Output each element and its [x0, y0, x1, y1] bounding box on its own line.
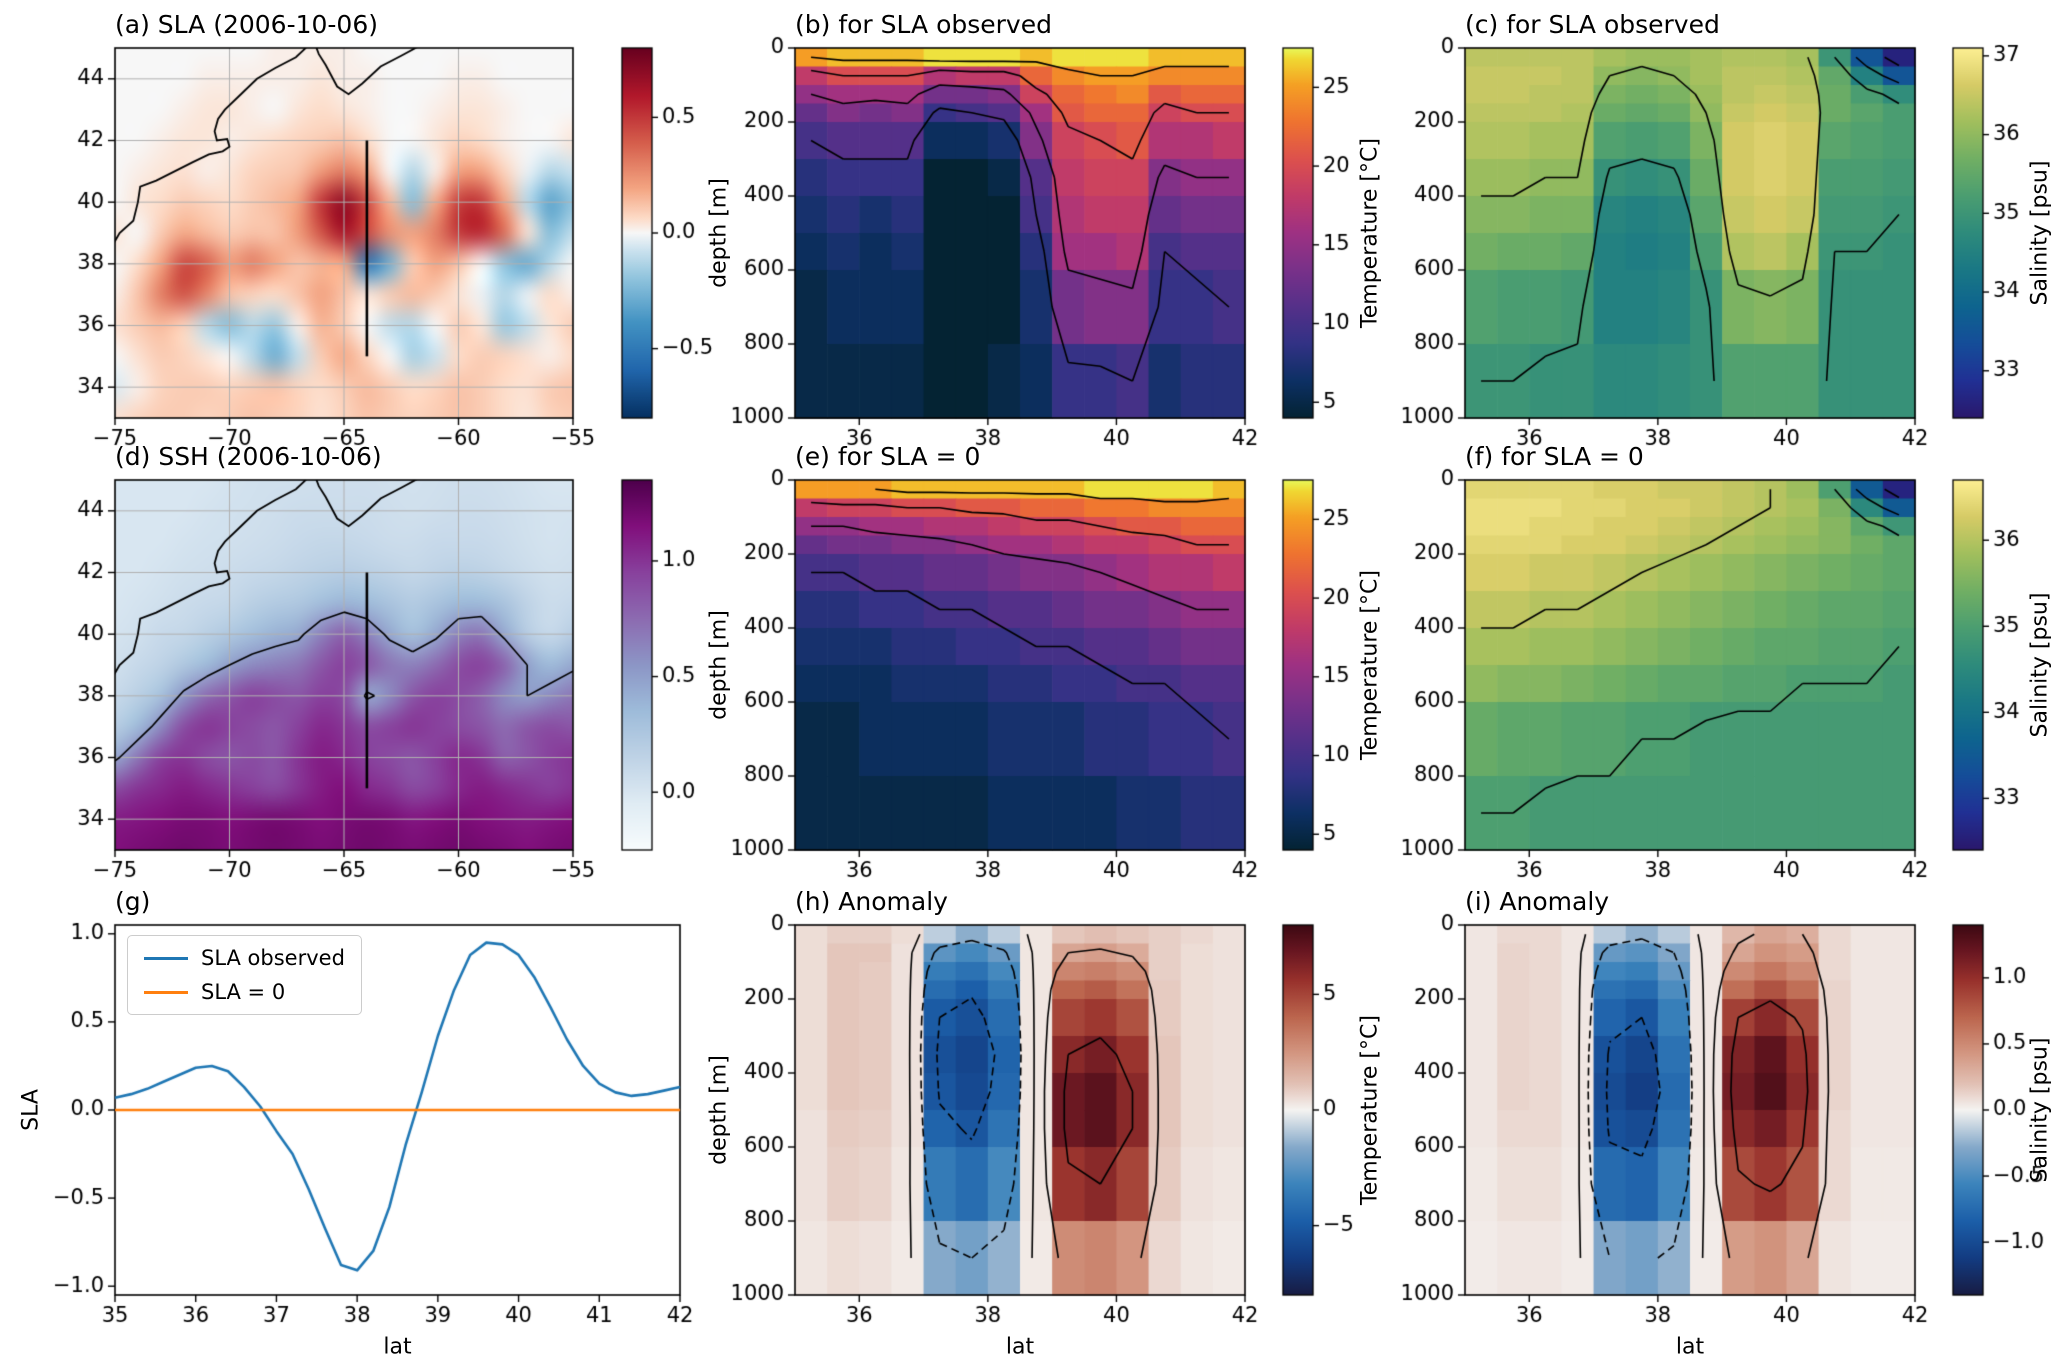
panel-h-colorbar-label: Temperature [°C]	[1357, 1015, 1383, 1205]
panel-h-title: (h) Anomaly	[795, 887, 948, 916]
panel-b-colorbar-label: Temperature [°C]	[1357, 138, 1383, 328]
legend-label: SLA = 0	[201, 980, 286, 1004]
sla-zero-line-swatch	[144, 990, 188, 994]
panel-g-xlabel: lat	[383, 1334, 412, 1360]
panel-b-ylabel: depth [m]	[706, 178, 732, 288]
panel-c-colorbar-label: Salinity [psu]	[2027, 160, 2053, 306]
panel-h-ylabel: depth [m]	[706, 1055, 732, 1165]
panel-e-title: (e) for SLA = 0	[795, 442, 981, 471]
legend-item: SLA = 0	[144, 980, 345, 1004]
panel-i-title: (i) Anomaly	[1465, 887, 1610, 916]
sla-observed-line-swatch	[144, 956, 188, 960]
panel-c-title: (c) for SLA observed	[1465, 10, 1720, 39]
panel-i-xlabel: lat	[1675, 1334, 1705, 1360]
panel-g-ylabel: SLA	[18, 1089, 44, 1131]
panel-f-colorbar-label: Salinity [psu]	[2027, 592, 2053, 738]
panel-f-title: (f) for SLA = 0	[1465, 442, 1644, 471]
panel-d-title: (d) SSH (2006-10-06)	[115, 442, 382, 471]
panel-b-title: (b) for SLA observed	[795, 10, 1052, 39]
panel-e-colorbar-label: Temperature [°C]	[1357, 570, 1383, 760]
panel-a-title: (a) SLA (2006-10-06)	[115, 10, 378, 39]
legend-item: SLA observed	[144, 946, 345, 970]
panel-i-colorbar-label: Salinity [psu]	[2027, 1037, 2053, 1183]
panel-h-xlabel: lat	[1005, 1334, 1035, 1360]
panel-e-ylabel: depth [m]	[706, 610, 732, 720]
legend-label: SLA observed	[201, 946, 345, 970]
legend: SLA observed SLA = 0	[127, 935, 362, 1015]
panel-g-title: (g)	[115, 887, 151, 916]
